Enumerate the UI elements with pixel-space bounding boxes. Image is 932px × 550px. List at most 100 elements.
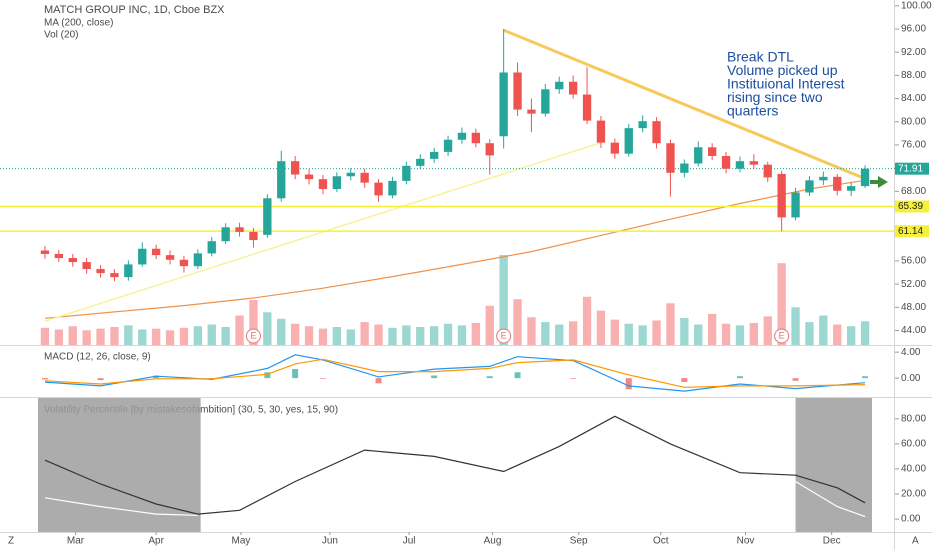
- candle-body: [471, 132, 481, 144]
- histogram-bar: [514, 372, 521, 379]
- volume-bar: [263, 312, 272, 345]
- candle-body: [332, 176, 342, 190]
- volume-bar: [40, 327, 50, 345]
- ui-button[interactable]: A: [912, 536, 919, 547]
- volume-bar: [110, 327, 119, 345]
- volume-bar: [791, 307, 800, 345]
- volume-bar: [235, 315, 244, 345]
- candle-body: [763, 164, 772, 178]
- x-tick-label: Jun: [322, 536, 338, 547]
- earnings-marker: [774, 328, 790, 344]
- arrow: [870, 176, 888, 188]
- moving-average: [44, 179, 866, 319]
- candle-body: [374, 182, 383, 196]
- volume-bar: [124, 325, 133, 345]
- candle-body: [485, 143, 494, 156]
- series-line: [795, 480, 866, 518]
- annotation: quarters: [727, 103, 778, 119]
- candle-body: [568, 81, 578, 95]
- x-tick-label: Aug: [484, 536, 502, 547]
- y-tick-label: 0.00: [901, 514, 921, 525]
- earnings-marker: [496, 328, 512, 344]
- y-tick-label: 20.00: [901, 489, 926, 500]
- volume-bar: [721, 323, 731, 345]
- candle-body: [277, 161, 286, 199]
- volume-bar: [332, 327, 342, 345]
- histogram-bar: [375, 378, 382, 384]
- volume-bar: [290, 323, 300, 345]
- y-tick-label: 100.00: [901, 0, 932, 11]
- volume-bar: [763, 316, 772, 345]
- candle-body: [193, 253, 203, 267]
- candle-body: [638, 121, 647, 129]
- volume-bar: [96, 328, 105, 345]
- series-line: [44, 358, 866, 388]
- x-tick-label: Jul: [403, 536, 416, 547]
- price-label-box: [895, 225, 929, 238]
- price-label-box: [895, 200, 929, 213]
- trendline: [44, 141, 602, 322]
- volume-bar: [555, 324, 564, 345]
- indicator-label: Vol (20): [44, 30, 78, 41]
- candle-body: [541, 89, 550, 114]
- volume-bar: [541, 322, 550, 345]
- volume-bar: [485, 305, 494, 345]
- volume-bar: [277, 318, 286, 345]
- candle-body: [652, 121, 661, 144]
- candle-body: [555, 81, 564, 90]
- candle-body: [791, 192, 800, 218]
- volume-bar: [513, 299, 522, 345]
- histogram-bar: [736, 376, 743, 379]
- volume-bar: [819, 315, 828, 345]
- y-tick-label: 92.00: [901, 47, 926, 58]
- volume-bar: [610, 319, 620, 345]
- x-tick-label: May: [231, 536, 250, 547]
- indicator-label: MA (200, close): [44, 18, 113, 29]
- volume-bar: [82, 330, 91, 345]
- highlight-range: [795, 398, 872, 532]
- volume-bar: [749, 322, 759, 345]
- ui-button[interactable]: Z: [8, 536, 14, 547]
- x-tick-label: Apr: [148, 536, 164, 547]
- candle-body: [860, 168, 870, 187]
- earnings-label: E: [779, 330, 785, 340]
- volume-bar: [582, 296, 592, 345]
- candle-body: [290, 161, 300, 175]
- volume-bar: [165, 330, 175, 345]
- volume-bar: [666, 303, 675, 345]
- candle-body: [82, 262, 91, 270]
- histogram-bar: [97, 378, 104, 381]
- volume-bar: [68, 326, 77, 345]
- price-label-box: [895, 162, 929, 175]
- candle-body: [402, 165, 411, 181]
- histogram-bar: [41, 378, 48, 380]
- candle-body: [443, 139, 453, 152]
- candle-body: [249, 231, 258, 241]
- volume-bar: [221, 327, 230, 345]
- histogram-bar: [792, 378, 799, 381]
- y-tick-label: 60.00: [901, 439, 926, 450]
- candle-body: [360, 172, 369, 183]
- candle-body: [457, 132, 467, 140]
- y-tick-label: 52.00: [901, 279, 926, 290]
- candle-body: [263, 198, 272, 235]
- earnings-label: E: [501, 330, 507, 340]
- candle-body: [110, 273, 119, 278]
- series-line: [44, 497, 198, 516]
- y-tick-label: 0.00: [901, 373, 921, 384]
- candle-body: [429, 151, 439, 159]
- volume-bar: [151, 328, 161, 345]
- x-tick-label: Oct: [653, 536, 669, 547]
- candle-body: [596, 120, 606, 143]
- volume-bar: [638, 325, 647, 345]
- candle-body: [68, 258, 77, 263]
- x-tick-label: Nov: [737, 536, 755, 547]
- volume-bar: [346, 329, 355, 345]
- histogram-bar: [431, 375, 438, 379]
- candle-body: [499, 72, 508, 137]
- volume-bar: [179, 327, 189, 345]
- pane-title: MACD (12, 26, close, 9): [44, 352, 151, 363]
- highlight-range: [38, 398, 201, 532]
- y-tick-label: 84.00: [901, 93, 926, 104]
